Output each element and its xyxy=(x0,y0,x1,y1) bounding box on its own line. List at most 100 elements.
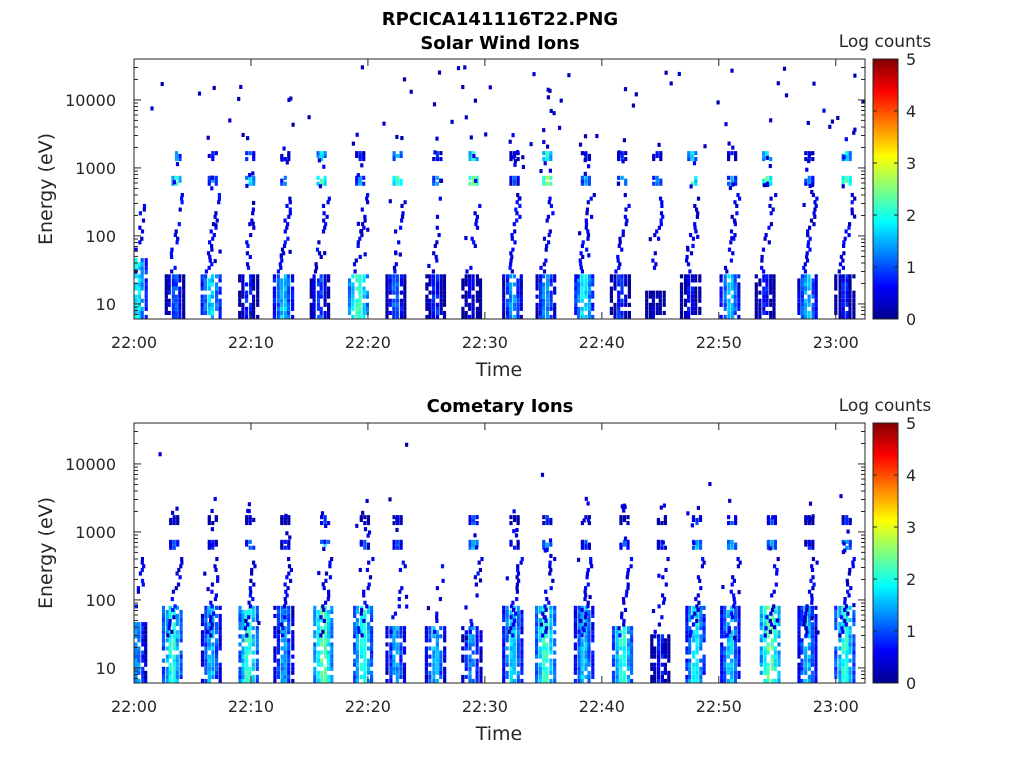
data-cell xyxy=(549,646,553,651)
data-cell xyxy=(365,567,369,572)
data-cell xyxy=(838,286,842,291)
data-cell xyxy=(679,314,684,319)
data-cell xyxy=(720,666,724,671)
data-cell xyxy=(804,181,808,186)
data-cell xyxy=(365,306,369,311)
data-cell xyxy=(137,654,141,659)
data-cell xyxy=(439,278,443,283)
data-cell xyxy=(347,310,352,315)
data-cell xyxy=(805,258,810,263)
data-cell xyxy=(587,164,591,169)
data-cell xyxy=(312,286,316,291)
data-cell xyxy=(513,178,517,183)
data-cell xyxy=(464,278,468,283)
data-cell xyxy=(549,521,553,526)
data-cell xyxy=(171,314,175,319)
data-cell xyxy=(656,517,660,522)
data-cell xyxy=(658,306,662,311)
data-cell xyxy=(754,310,758,315)
data-cell xyxy=(484,132,488,137)
data-cell xyxy=(208,240,212,245)
data-cell xyxy=(733,650,737,655)
data-cell xyxy=(692,605,696,610)
data-cell xyxy=(766,539,770,544)
data-cell xyxy=(471,314,475,319)
data-cell xyxy=(540,472,545,477)
data-cell xyxy=(327,589,331,594)
data-cell xyxy=(360,607,364,612)
data-cell xyxy=(580,278,584,283)
data-cell xyxy=(655,290,659,295)
data-cell xyxy=(218,286,222,291)
data-cell xyxy=(810,183,814,188)
data-cell xyxy=(736,193,740,198)
data-cell xyxy=(164,310,168,315)
data-cell xyxy=(327,662,331,667)
data-cell xyxy=(475,650,479,655)
data-cell xyxy=(727,298,731,303)
data-cell xyxy=(651,306,655,311)
data-cell xyxy=(323,282,327,287)
data-cell xyxy=(683,302,688,307)
data-cell xyxy=(652,175,656,180)
data-cell xyxy=(172,654,176,659)
data-cell xyxy=(475,306,479,311)
data-cell xyxy=(542,618,546,623)
data-cell xyxy=(699,678,703,683)
data-cell xyxy=(773,666,777,671)
data-cell xyxy=(769,290,773,295)
data-cell xyxy=(209,600,213,605)
data-cell xyxy=(667,642,671,647)
data-cell xyxy=(577,638,581,643)
data-cell xyxy=(439,670,443,675)
data-cell xyxy=(611,658,616,663)
data-cell xyxy=(245,633,249,638)
data-cell xyxy=(574,302,578,307)
data-cell xyxy=(513,515,517,520)
data-cell xyxy=(291,605,295,610)
data-cell xyxy=(763,618,767,623)
data-cell xyxy=(367,560,371,565)
data-cell xyxy=(841,605,845,610)
data-cell xyxy=(358,157,362,162)
data-cell xyxy=(733,290,737,295)
data-cell xyxy=(283,630,287,635)
data-cell xyxy=(727,247,732,252)
data-cell xyxy=(611,638,616,643)
data-cell xyxy=(505,634,509,639)
data-cell xyxy=(619,521,623,526)
data-cell xyxy=(174,175,179,180)
data-cell xyxy=(677,71,681,76)
data-cell xyxy=(814,282,818,287)
data-cell xyxy=(209,229,213,234)
data-cell xyxy=(519,278,523,283)
data-cell xyxy=(323,654,328,659)
data-cell xyxy=(513,181,517,186)
data-cell xyxy=(432,674,436,679)
data-cell xyxy=(719,290,723,295)
data-cell xyxy=(428,634,432,639)
data-cell xyxy=(663,650,667,655)
data-cell xyxy=(800,314,804,319)
data-cell xyxy=(581,240,585,245)
data-cell xyxy=(464,636,469,641)
data-cell xyxy=(685,630,689,635)
data-cell xyxy=(663,545,667,550)
data-cell xyxy=(353,662,357,667)
data-cell xyxy=(733,310,737,315)
data-cell xyxy=(733,282,737,287)
data-cell xyxy=(797,605,801,610)
data-cell xyxy=(276,618,280,623)
data-cell xyxy=(502,286,506,291)
data-cell xyxy=(838,613,842,618)
data-cell xyxy=(177,567,181,572)
data-cell xyxy=(648,310,652,315)
data-cell xyxy=(516,517,520,522)
data-cell xyxy=(255,630,259,635)
data-cell xyxy=(317,251,322,256)
data-cell xyxy=(210,274,214,279)
data-cell xyxy=(804,654,808,659)
data-cell xyxy=(179,666,183,671)
data-cell xyxy=(766,634,770,639)
